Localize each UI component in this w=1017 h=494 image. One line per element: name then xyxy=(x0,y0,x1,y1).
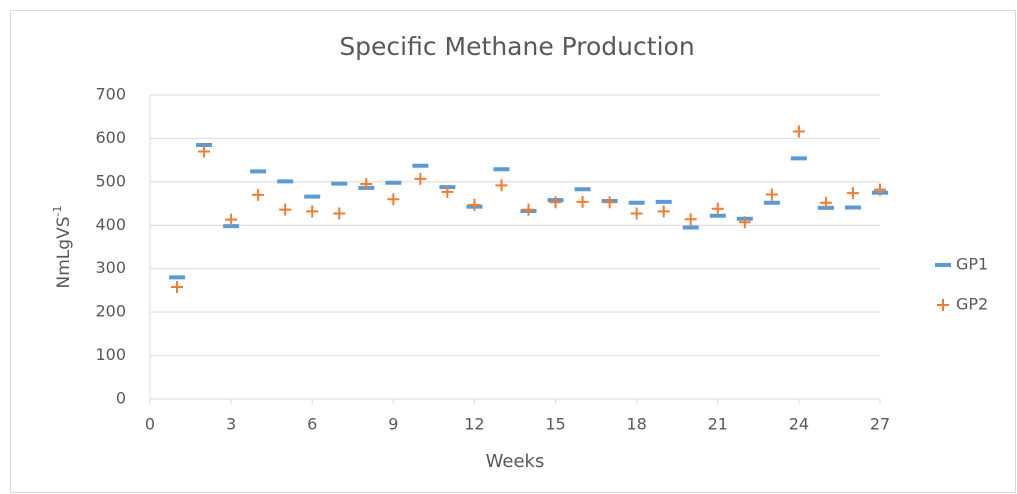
point xyxy=(225,213,238,226)
x-tick-label: 15 xyxy=(545,415,565,434)
y-axis-label-main: NmLgVS xyxy=(54,217,74,289)
chart-title: Specific Methane Production xyxy=(339,32,694,61)
x-tick-label: 12 xyxy=(464,415,484,434)
y-tick-label: 0 xyxy=(116,389,126,408)
point xyxy=(333,207,346,220)
x-tick-label: 6 xyxy=(307,415,317,434)
x-axis-label: Weeks xyxy=(486,451,545,472)
point xyxy=(937,299,949,311)
point xyxy=(630,207,643,220)
point xyxy=(252,188,265,201)
x-tick-label: 18 xyxy=(626,415,646,434)
point xyxy=(306,205,319,218)
point xyxy=(171,280,184,293)
y-axis-label-sup: -1 xyxy=(51,206,64,217)
y-tick-label: 600 xyxy=(95,128,126,147)
x-tick-label: 27 xyxy=(870,415,890,434)
point xyxy=(765,188,778,201)
point xyxy=(738,216,751,229)
point xyxy=(441,185,454,198)
x-tick-label: 21 xyxy=(708,415,728,434)
point xyxy=(684,213,697,226)
y-tick-label: 400 xyxy=(95,215,126,234)
point xyxy=(360,178,373,191)
point xyxy=(846,187,859,200)
point xyxy=(819,196,832,209)
point xyxy=(522,203,535,216)
point xyxy=(198,145,211,158)
x-tick-label: 9 xyxy=(388,415,398,434)
point xyxy=(874,183,886,196)
y-tick-label: 100 xyxy=(95,345,126,364)
point xyxy=(792,125,805,138)
point xyxy=(495,179,508,192)
x-tick-label: 3 xyxy=(226,415,236,434)
chart-border xyxy=(10,10,1016,493)
y-tick-label: 300 xyxy=(95,258,126,277)
point xyxy=(711,202,724,215)
point xyxy=(657,205,670,218)
point xyxy=(279,203,292,216)
y-tick-label: 200 xyxy=(95,302,126,321)
y-tick-label: 700 xyxy=(95,85,126,104)
legend-label: GP1 xyxy=(956,255,988,274)
point xyxy=(549,196,562,209)
x-tick-label: 24 xyxy=(789,415,809,434)
y-tick-label: 500 xyxy=(95,171,126,190)
y-axis-label: NmLgVS-1 xyxy=(51,206,74,289)
point xyxy=(387,193,400,206)
point xyxy=(414,172,427,185)
point xyxy=(468,198,481,211)
point xyxy=(576,195,589,208)
legend-label: GP2 xyxy=(956,295,988,314)
point xyxy=(603,196,616,209)
x-tick-label: 0 xyxy=(145,415,155,434)
